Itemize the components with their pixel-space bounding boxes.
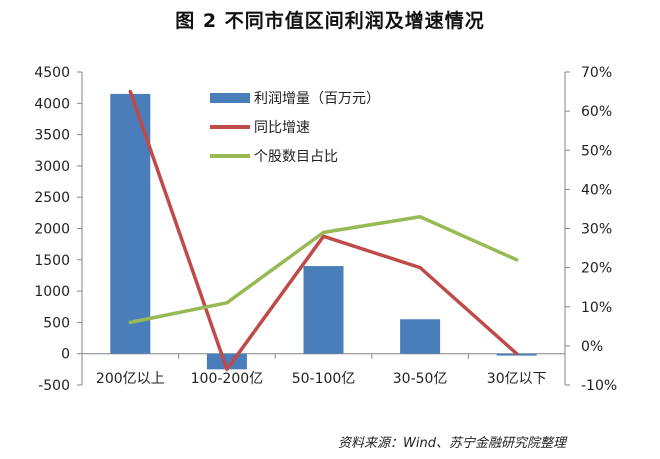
x-category-label: 30亿以下 — [487, 371, 547, 387]
x-category-label: 200亿以上 — [96, 371, 165, 387]
y-tick-label: 500 — [43, 315, 70, 331]
y-tick-label: -500 — [38, 378, 70, 394]
legend-label: 利润增量（百万元） — [254, 91, 380, 107]
y2-tick-label: 20% — [581, 261, 612, 277]
legend-swatch-bar — [210, 93, 250, 103]
bar-profit — [400, 319, 441, 354]
y-tick-label: 1000 — [34, 284, 70, 300]
y-tick-label: 3500 — [34, 128, 70, 144]
y2-tick-label: 70% — [581, 65, 612, 81]
y-tick-label: 2500 — [34, 190, 70, 206]
y2-tick-label: 60% — [581, 104, 612, 120]
y-tick-label: 4500 — [34, 65, 70, 81]
y-tick-label: 1500 — [34, 253, 70, 269]
y-tick-label: 3000 — [34, 159, 70, 175]
line-yoy-growth — [128, 89, 519, 372]
y-tick-label: 4000 — [34, 96, 70, 112]
y2-tick-label: 30% — [581, 222, 612, 238]
bar-series-profit — [110, 93, 537, 370]
bar-profit — [110, 93, 151, 354]
y2-tick-label: 0% — [581, 339, 603, 355]
x-category-label: 30-50亿 — [393, 371, 448, 387]
axes: 4500 4000 3500 3000 2500 2000 1500 1000 500 0 -500… — [34, 65, 617, 394]
legend-label: 个股数目占比 — [254, 149, 338, 165]
y-tick-label: 0 — [61, 347, 70, 363]
y2-tick-label: -10% — [581, 378, 617, 394]
y-tick-label: 2000 — [34, 222, 70, 238]
x-category-label: 50-100亿 — [292, 371, 356, 387]
y2-tick-label: 50% — [581, 143, 612, 159]
x-category-label: 100-200亿 — [191, 371, 264, 387]
line-stock-share — [128, 215, 519, 325]
y2-tick-label: 10% — [581, 300, 612, 316]
line-series — [128, 89, 519, 372]
category-labels: 200亿以上 100-200亿 50-100亿 30-50亿 30亿以下 — [96, 371, 547, 387]
legend-label: 同比增速 — [254, 120, 310, 136]
bar-profit — [303, 266, 344, 354]
chart-title: 图 2 不同市值区间利润及增速情况 — [175, 10, 485, 32]
y2-tick-label: 40% — [581, 182, 612, 198]
source-note: 资料来源：Wind、苏宁金融研究院整理 — [338, 436, 566, 451]
